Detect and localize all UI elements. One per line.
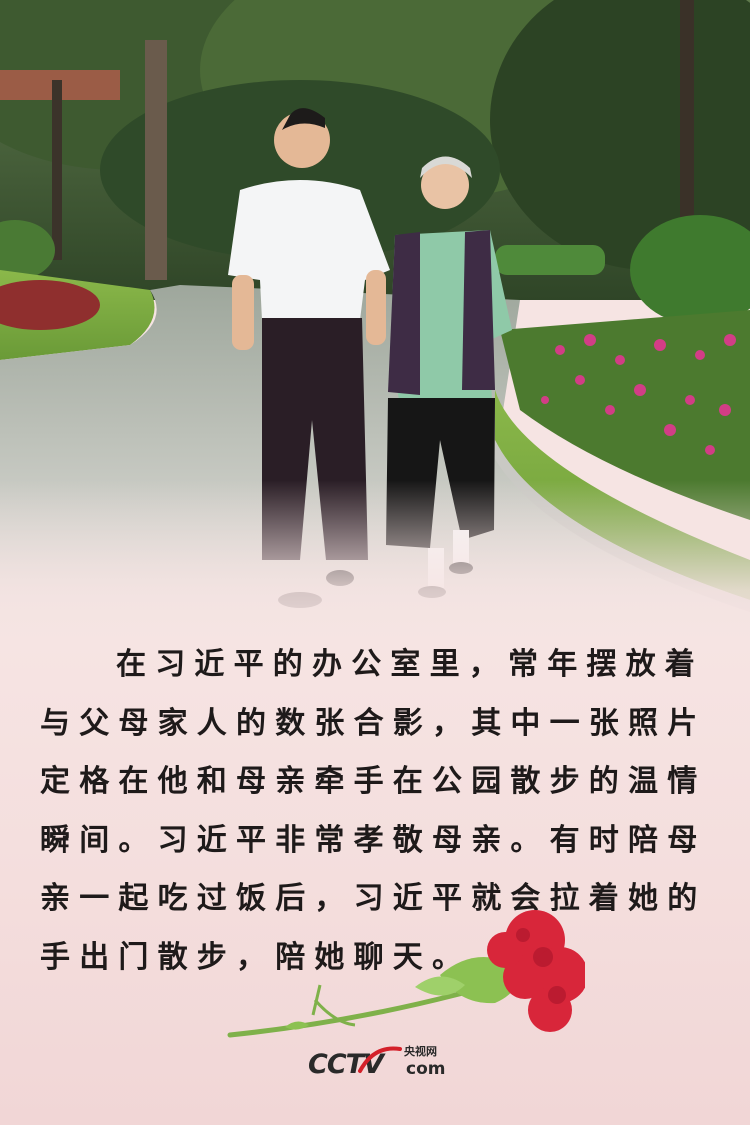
article-line: 亲一起吃过饭后，习近平就会拉着她的: [40, 881, 707, 916]
article-line: 定格在他和母亲牵手在公园散步的温情: [40, 764, 707, 799]
cctv-logo: CCTV 央视网 com: [308, 1043, 448, 1083]
logo-site-name: 央视网: [404, 1045, 437, 1058]
article-line: 手出门散步，陪她聊天。: [40, 939, 472, 975]
park-walk-photo: [0, 0, 750, 640]
carnation-icon: [227, 910, 585, 1038]
logo-swoosh-icon: [358, 1046, 402, 1073]
photo-fade: [0, 480, 750, 650]
logo-domain: com: [406, 1059, 446, 1079]
article-line: 与父母家人的数张合影，其中一张照片: [40, 705, 707, 741]
article-text: 在习近平的办公室里，常年摆放着 与父母家人的数张合影，其中一张照片 定格在他和母…: [40, 636, 710, 987]
article-line: 在习近平的办公室里，常年摆放着: [116, 647, 704, 682]
paper-background: [0, 640, 750, 1125]
article-line: 瞬间。习近平非常孝敬母亲。有时陪母: [40, 822, 707, 858]
